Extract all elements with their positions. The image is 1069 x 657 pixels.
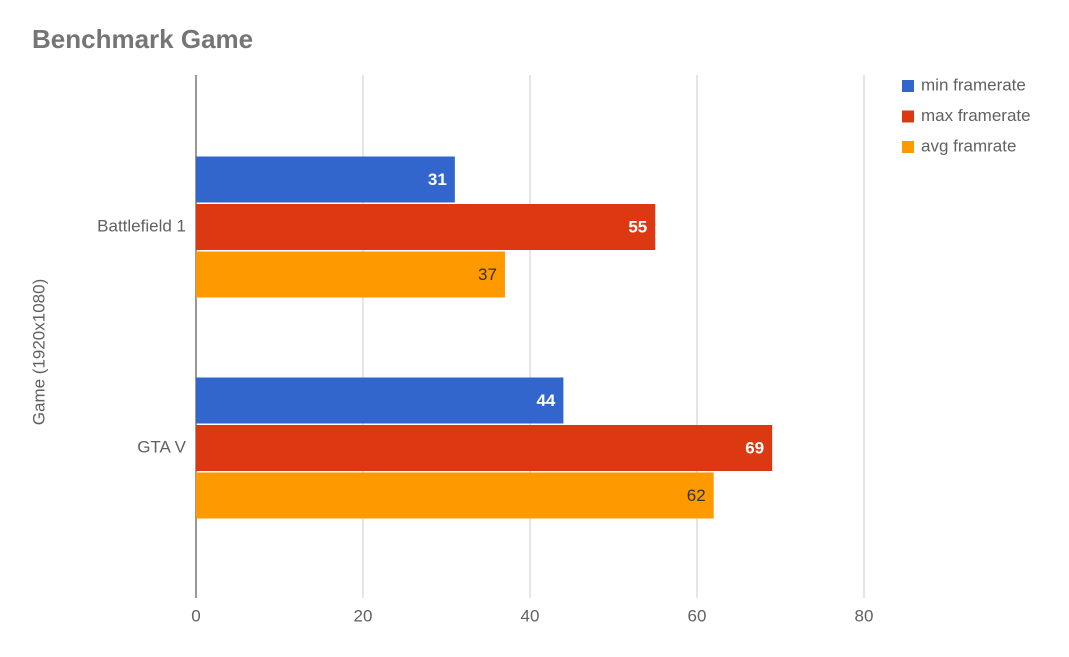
- bar: [196, 425, 773, 471]
- legend-label: avg framrate: [921, 136, 1016, 155]
- bar: [196, 377, 564, 424]
- y-axis-label: Game (1920x1080): [29, 279, 48, 425]
- legend-swatch: [902, 110, 914, 123]
- data-label: 62: [687, 486, 706, 505]
- legend-label: min framerate: [921, 75, 1026, 94]
- legend-swatch: [902, 80, 914, 92]
- bar: [196, 251, 505, 298]
- legend-label: max framerate: [921, 106, 1031, 125]
- data-label: 31: [428, 170, 447, 189]
- y-tick-label: Battlefield 1: [97, 216, 186, 235]
- bar: [196, 156, 455, 203]
- data-label: 44: [536, 391, 555, 410]
- x-tick-label: 80: [855, 606, 874, 625]
- legend-swatch: [902, 141, 914, 153]
- x-tick-label: 20: [354, 606, 373, 625]
- data-label: 55: [628, 217, 647, 236]
- data-label: 69: [745, 438, 764, 457]
- bar: [196, 204, 656, 250]
- data-label: 37: [478, 265, 497, 284]
- x-tick-label: 40: [521, 606, 540, 625]
- x-tick-label: 0: [191, 606, 200, 625]
- chart-title: Benchmark Game: [32, 24, 253, 54]
- x-tick-label: 60: [688, 606, 707, 625]
- bar: [196, 472, 714, 519]
- y-tick-label: GTA V: [137, 437, 186, 456]
